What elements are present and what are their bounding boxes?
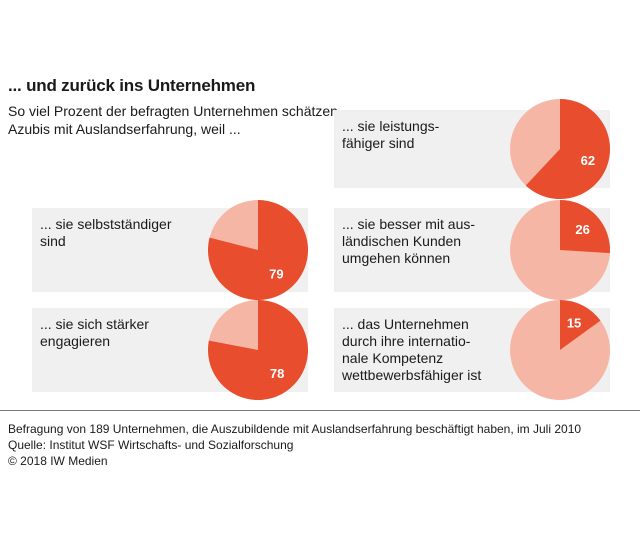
pie-panel-label: ... das Unternehmen durch ihre internati… [342,316,482,383]
pie-panel: ... sie leistungs- fähiger sind 62 [334,99,610,199]
pie-panel-label: ... sie besser mit aus- ländischen Kunde… [342,216,476,266]
pie-chart: 26 [510,200,610,300]
pie-value-slice [208,200,308,300]
pie-panel: ... sie besser mit aus- ländischen Kunde… [334,200,610,300]
pie-value-label: 78 [270,366,284,381]
divider [0,410,640,411]
copyright-note: © 2018 IW Medien [8,454,108,468]
pie-value-slice [208,300,308,400]
pie-panel-label: ... sie selbstständiger sind [40,216,172,249]
pie-panel: ... sie selbstständiger sind 79 [32,200,308,300]
pie-value-label: 15 [567,315,581,330]
survey-note: Befragung von 189 Unternehmen, die Auszu… [8,422,582,436]
source-note: Quelle: Institut WSF Wirtschafts- und So… [8,438,294,452]
pie-chart: 78 [208,300,308,400]
pie-value-slice [560,300,601,350]
pie-value-slice [525,99,610,199]
pie-chart: 79 [208,200,308,300]
pie-panel-label: ... sie sich stärker engagieren [40,316,149,349]
pie-value-slice [560,200,610,254]
pie-chart: 62 [510,99,610,199]
pie-value-label: 79 [269,267,283,282]
pie-panel: ... das Unternehmen durch ihre internati… [334,300,610,400]
chart-subtitle: So viel Prozent der befragten Unternehme… [8,103,338,137]
chart-title: ... und zurück ins Unternehmen [8,76,256,95]
pie-panel-label: ... sie leistungs- fähiger sind [342,118,440,151]
footer: Befragung von 189 Unternehmen, die Auszu… [8,421,581,469]
pie-value-label: 26 [575,222,589,237]
pie-panel: ... sie sich stärker engagieren 78 [32,300,308,400]
pie-chart: 15 [510,300,610,400]
pie-value-label: 62 [581,153,595,168]
